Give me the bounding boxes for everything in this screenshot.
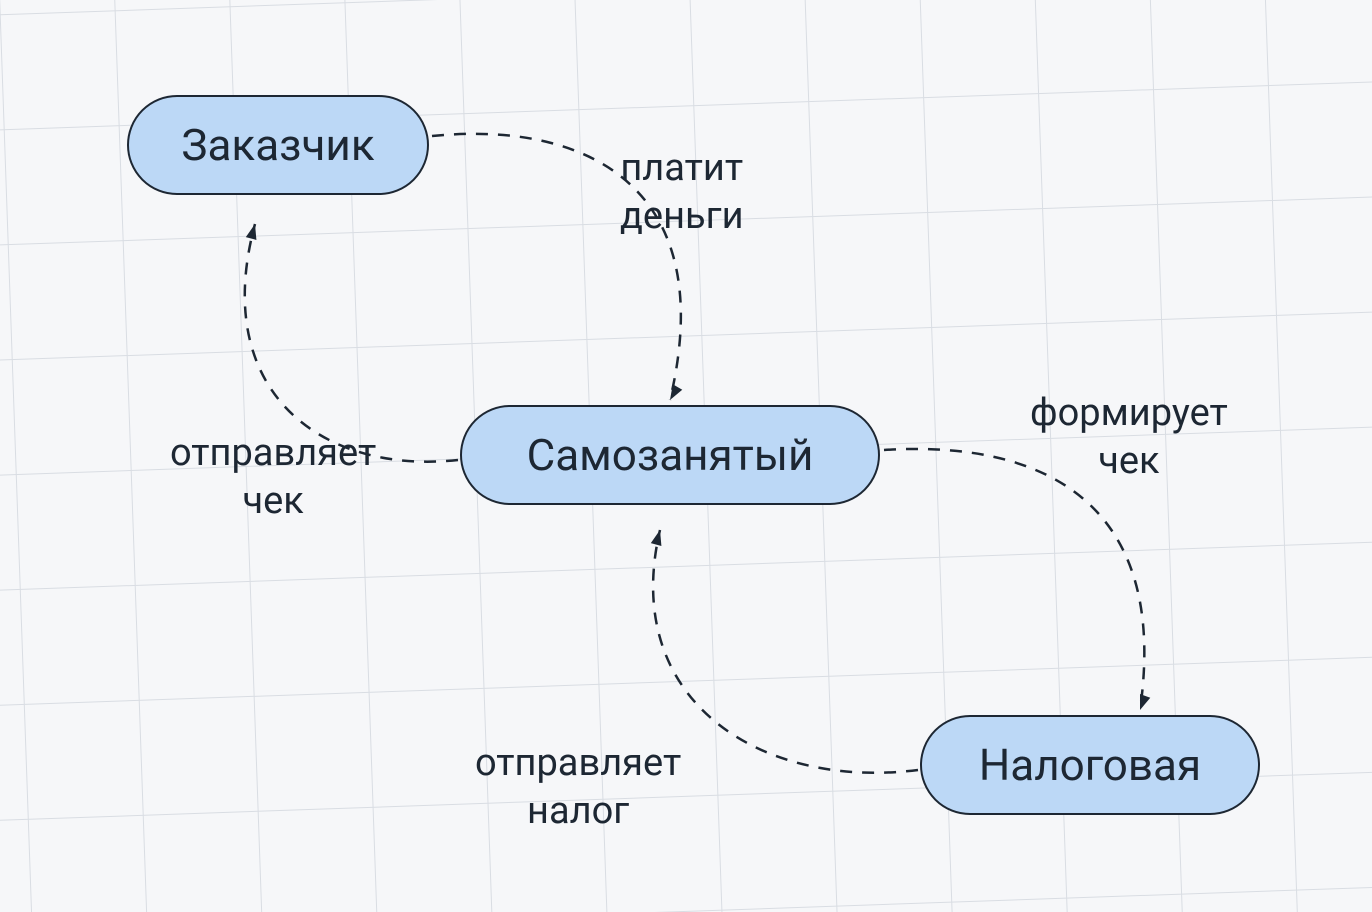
edge-label-forms_receipt: формирует чек xyxy=(1030,390,1228,485)
edge-label-sends_tax: отправляет налог xyxy=(475,740,681,835)
arrowhead-sends_receipt xyxy=(246,224,257,240)
node-self_emp: Самозанятый xyxy=(460,405,880,505)
node-label: Заказчик xyxy=(181,119,374,171)
node-tax: Налоговая xyxy=(920,715,1260,815)
node-label: Самозанятый xyxy=(527,429,814,481)
edge-forms_receipt xyxy=(884,449,1144,710)
arrowhead-pays_money xyxy=(670,384,682,400)
arrowhead-forms_receipt xyxy=(1140,694,1150,710)
arrowhead-sends_tax xyxy=(651,530,662,546)
node-label: Налоговая xyxy=(979,739,1201,791)
edge-sends_receipt xyxy=(245,224,458,462)
edge-sends_tax xyxy=(653,530,918,773)
edge-label-sends_receipt: отправляет чек xyxy=(170,430,376,525)
node-customer: Заказчик xyxy=(127,95,429,195)
edge-label-pays_money: платит деньги xyxy=(620,145,744,240)
diagram-canvas: Заказчик Самозанятый Налоговая платит деньг… xyxy=(0,0,1372,912)
